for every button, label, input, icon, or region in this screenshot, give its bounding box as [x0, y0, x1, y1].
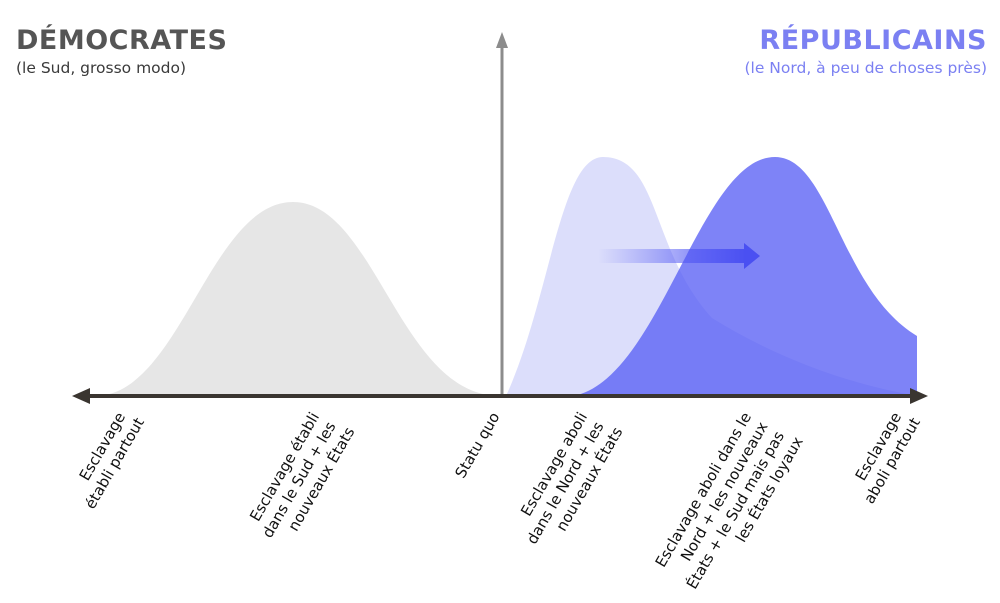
- republicans-subtitle: (le Nord, à peu de choses près): [744, 59, 987, 77]
- tick-label-abolished-everywhere: Esclavage aboli partout: [844, 405, 924, 507]
- republicans-previous-curve: [506, 157, 917, 396]
- democrats-curve: [95, 202, 500, 396]
- tick-label-abolished-except-loyal-states: Esclavage aboli dans le Nord + les nouve…: [650, 405, 807, 602]
- shift-arrow-shaft: [598, 249, 746, 263]
- right-arrowhead: [910, 388, 928, 404]
- shift-arrow-head: [744, 243, 760, 269]
- tick-label-status-quo: Statu quo: [451, 409, 503, 481]
- left-arrowhead: [72, 388, 90, 404]
- vertical-axis-arrowhead: [496, 32, 508, 48]
- democrats-subtitle: (le Sud, grosso modo): [16, 59, 186, 77]
- republicans-current-curve: [573, 157, 917, 396]
- tick-label-abolished-north-new-states: Esclavage aboli dans le Nord + les nouve…: [506, 405, 626, 557]
- democrats-title: DÉMOCRATES: [16, 24, 227, 56]
- republicans-title: RÉPUBLICAINS: [759, 24, 987, 56]
- tick-label-slavery-south-new-states: Esclavage établi dans le Sud + les nouve…: [242, 405, 358, 551]
- tick-label-slavery-everywhere: Esclavage établi partout: [65, 405, 148, 512]
